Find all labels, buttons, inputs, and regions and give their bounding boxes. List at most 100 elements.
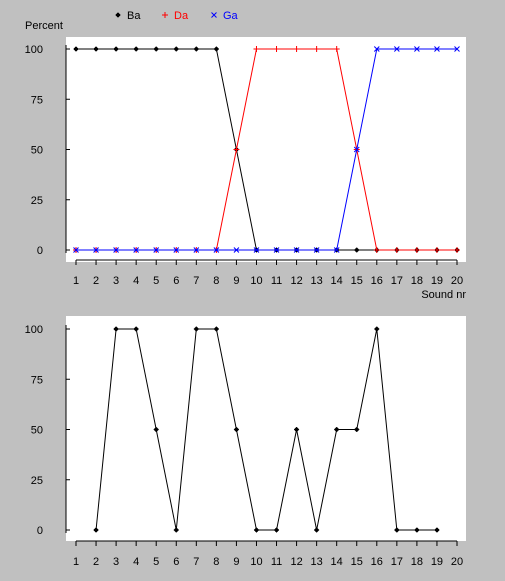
data-point-ga	[233, 247, 240, 253]
data-point-values	[333, 426, 340, 433]
data-point-da	[313, 46, 320, 52]
data-point-ga	[253, 247, 260, 253]
y-tick-label: 75	[31, 374, 43, 386]
y-tick-label: 75	[31, 94, 43, 106]
data-point-ga	[393, 46, 400, 52]
data-point-values	[373, 326, 380, 332]
legend-marker-ga-icon	[211, 12, 217, 18]
data-point-ba	[73, 46, 79, 52]
data-point-values	[113, 326, 119, 332]
data-point-values	[313, 527, 320, 533]
data-point-ga	[73, 247, 79, 253]
series-line-values	[95, 328, 437, 531]
data-point-ba	[93, 46, 99, 52]
x-tick-label: 18	[411, 556, 423, 568]
x-tick-label: 14	[331, 275, 343, 287]
data-point-ba	[213, 46, 220, 52]
x-tick-label: 12	[290, 275, 302, 287]
data-point-ga	[153, 247, 160, 253]
x-tick-label: 14	[331, 556, 343, 568]
data-point-ga	[113, 247, 119, 253]
data-point-ga	[133, 247, 140, 253]
x-tick-label: 4	[133, 275, 139, 287]
data-point-da	[373, 247, 380, 253]
y-tick-label: 50	[31, 145, 43, 157]
x-tick-label: 17	[391, 556, 403, 568]
legend: Ba Da Ga	[115, 10, 239, 22]
data-point-ba	[193, 46, 200, 52]
data-point-da	[273, 46, 280, 52]
data-point-ga	[273, 247, 280, 253]
data-point-ga	[313, 247, 320, 253]
data-point-ga	[333, 247, 340, 253]
y-tick-label: 25	[31, 195, 43, 207]
data-point-da	[433, 247, 440, 253]
y-tick-label: 100	[25, 44, 43, 56]
x-tick-label: 3	[113, 275, 119, 287]
x-tick-label: 8	[213, 275, 219, 287]
data-point-values	[353, 426, 360, 433]
data-point-ga	[293, 247, 300, 253]
y-tick-label: 0	[37, 245, 43, 257]
data-point-ba	[133, 46, 140, 52]
data-point-ga	[213, 247, 220, 253]
x-tick-label: 6	[173, 275, 179, 287]
data-point-values	[173, 527, 180, 533]
x-tick-label: 13	[311, 556, 323, 568]
data-point-ga	[373, 46, 380, 52]
x-tick-label: 10	[250, 556, 262, 568]
x-tick-label: 9	[233, 275, 239, 287]
x-tick-label: 10	[250, 275, 262, 287]
y-tick-label: 50	[31, 425, 43, 437]
x-tick-label: 16	[371, 275, 383, 287]
legend-label-ba: Ba	[127, 10, 141, 22]
data-point-values	[273, 527, 280, 533]
y-tick-label: 25	[31, 475, 43, 487]
x-tick-label: 2	[93, 275, 99, 287]
data-point-values	[213, 326, 220, 332]
data-point-da	[333, 46, 340, 52]
data-point-ga	[93, 247, 99, 253]
data-point-ba	[353, 247, 360, 253]
legend-item-da: Da	[162, 10, 189, 22]
series-line-ga	[76, 48, 457, 251]
x-tick-label: 3	[113, 556, 119, 568]
x-tick-label: 12	[290, 556, 302, 568]
x-tick-label: 15	[351, 556, 363, 568]
data-point-values	[393, 527, 400, 533]
data-point-ba	[113, 46, 119, 52]
x-tick-label: 2	[93, 556, 99, 568]
data-point-values	[153, 426, 160, 433]
data-point-da	[393, 247, 400, 253]
x-tick-label: 13	[311, 275, 323, 287]
x-tick-label: 19	[431, 275, 443, 287]
plot-area	[66, 37, 466, 262]
data-point-values	[133, 326, 140, 332]
legend-marker-da-icon	[162, 12, 168, 18]
legend-item-ba: Ba	[115, 10, 141, 22]
data-point-ga	[173, 247, 180, 253]
x-tick-label: 17	[391, 275, 403, 287]
data-point-ba	[173, 46, 180, 52]
legend-label-ga: Ga	[223, 10, 239, 22]
data-point-ba	[153, 46, 160, 52]
x-tick-label: 1	[73, 275, 79, 287]
y-tick-label: 100	[25, 324, 43, 336]
x-tick-label: 19	[431, 556, 443, 568]
x-axis-title: Sound nr	[421, 289, 466, 301]
data-point-values	[414, 527, 420, 533]
x-tick-label: 15	[351, 275, 363, 287]
x-tick-label: 6	[173, 556, 179, 568]
x-tick-label: 4	[133, 556, 139, 568]
x-tick-label: 7	[193, 275, 199, 287]
data-point-da	[293, 46, 300, 52]
x-tick-label: 1	[73, 556, 79, 568]
data-point-values	[193, 326, 200, 332]
x-tick-label: 7	[193, 556, 199, 568]
data-point-ga	[193, 247, 200, 253]
x-tick-label: 9	[233, 556, 239, 568]
x-tick-label: 20	[451, 275, 463, 287]
